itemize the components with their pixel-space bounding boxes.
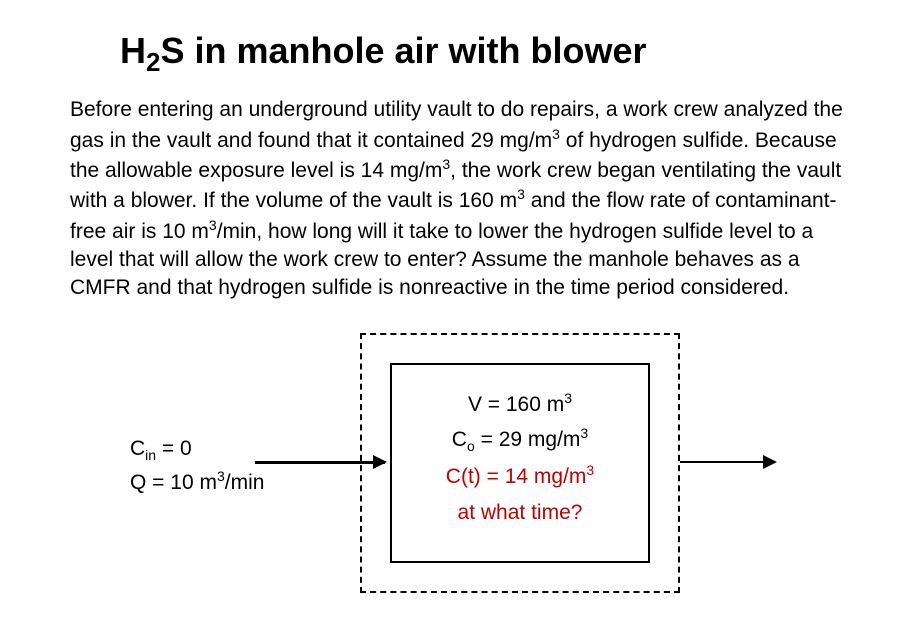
title-sub: 2: [146, 47, 160, 77]
page-title: H2S in manhole air with blower: [120, 30, 852, 78]
box-line-volume: V = 160 m3: [392, 387, 648, 423]
box-line-c0: Co = 29 mg/m3: [392, 422, 648, 459]
inflow-labels: Cin = 0 Q = 10 m3/min: [130, 433, 264, 499]
title-post: S in manhole air with blower: [160, 30, 646, 71]
ct-pre: C(t) = 14 mg/m: [446, 465, 587, 488]
title-pre: H: [120, 30, 146, 71]
cin-value: = 0: [156, 437, 192, 460]
q-row: Q = 10 m3/min: [130, 466, 264, 499]
v-sup: 3: [564, 390, 572, 406]
q-unit: /min: [225, 471, 265, 494]
c0-sup: 3: [580, 425, 588, 441]
c0-mid: = 29 mg/m: [475, 428, 581, 451]
box-line-question: at what time?: [392, 495, 648, 531]
arrow-out-icon: [680, 461, 775, 463]
cmfr-diagram: Cin = 0 Q = 10 m3/min V = 160 m3 Co = 29…: [70, 333, 850, 613]
v-pre: V = 160 m: [468, 393, 564, 416]
cin-sub: in: [145, 447, 156, 463]
ct-sup: 3: [586, 462, 594, 478]
q-label: Q = 10 m: [130, 471, 217, 494]
box-line-ct: C(t) = 14 mg/m3: [392, 459, 648, 495]
problem-paragraph: Before entering an underground utility v…: [70, 96, 852, 302]
cin-label: C: [130, 437, 145, 460]
para-sup2: 3: [442, 156, 450, 172]
q-sup: 3: [217, 468, 225, 484]
para-sup1: 3: [552, 126, 560, 142]
para-sup4: 3: [209, 217, 217, 233]
vault-box: V = 160 m3 Co = 29 mg/m3 C(t) = 14 mg/m3…: [390, 363, 650, 563]
para-sup3: 3: [517, 186, 525, 202]
cin-row: Cin = 0: [130, 433, 264, 466]
c0-pre: C: [452, 428, 467, 451]
c0-sub: o: [467, 438, 475, 454]
